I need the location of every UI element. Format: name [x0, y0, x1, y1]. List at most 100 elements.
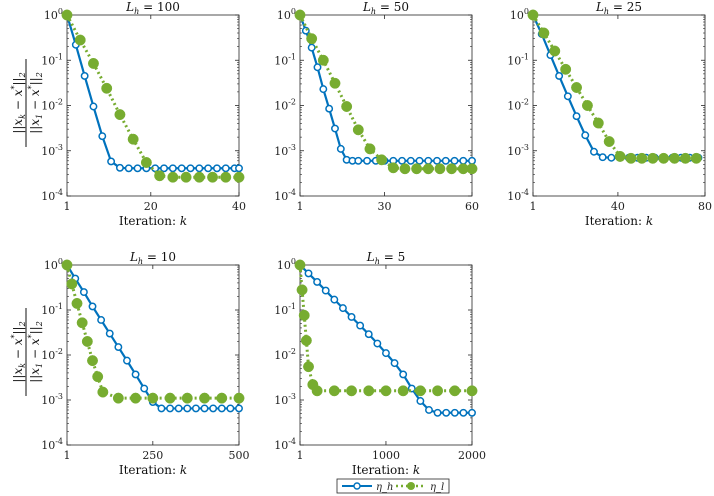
data-point: [221, 164, 230, 173]
data-point: [177, 164, 186, 173]
data-point: [356, 321, 365, 330]
data-point: [325, 104, 334, 113]
y-tick-label: 10-4: [41, 188, 63, 203]
y-tick-label: 100: [44, 7, 63, 22]
data-point: [76, 317, 88, 329]
data-point: [679, 152, 691, 164]
data-point: [328, 385, 340, 397]
data-point: [364, 330, 373, 339]
data-point: [114, 109, 126, 121]
data-point: [89, 102, 98, 111]
y-tick-label: 10-3: [41, 143, 63, 158]
data-point: [233, 171, 245, 183]
data-point: [311, 385, 323, 397]
data-point: [157, 404, 166, 413]
x-tick-label: 1000: [372, 449, 400, 462]
data-point: [193, 171, 205, 183]
data-point: [581, 131, 590, 140]
chart-panel-5: 10-4 10-3 10-2 10-1 100 1 1000 2000 Lh = 5 Iterat…: [274, 250, 486, 477]
data-point: [235, 404, 243, 413]
chart-title: Lh = 10: [129, 250, 176, 266]
data-point: [441, 156, 450, 165]
data-point: [598, 153, 607, 162]
data-point: [416, 397, 425, 405]
y-tick-label: 10-3: [507, 143, 529, 158]
data-point: [114, 343, 123, 352]
y-tick-label: 10-1: [41, 302, 63, 317]
y-tick-label: 10-4: [274, 188, 296, 203]
data-point: [468, 156, 476, 165]
data-point: [195, 164, 204, 173]
data-point: [321, 286, 330, 295]
data-point: [112, 392, 124, 404]
data-point: [571, 82, 582, 93]
data-point: [538, 27, 550, 39]
data-point: [449, 385, 461, 397]
x-tick-label: 250: [142, 449, 163, 462]
data-point: [133, 164, 142, 173]
series-line: [65, 264, 239, 400]
data-point: [411, 163, 423, 175]
y-tick-label: 10-4: [41, 437, 63, 452]
data-point: [346, 385, 357, 397]
data-point: [387, 162, 399, 174]
data-point: [107, 157, 116, 166]
data-point: [625, 152, 637, 164]
data-point: [592, 117, 604, 129]
data-point: [296, 284, 308, 296]
data-point: [397, 385, 409, 397]
chart-title: Lh = 5: [366, 250, 405, 266]
data-point: [459, 156, 468, 165]
data-point: [300, 335, 312, 346]
chart-panel-3: 10-4 10-3 10-2 10-1 100 1 40 80 Lh = 25 Iteration…: [507, 0, 712, 228]
x-axis-label: Iteration: k: [119, 463, 187, 477]
data-point: [433, 156, 441, 165]
data-point: [140, 384, 149, 393]
data-point: [97, 316, 106, 324]
data-point: [212, 164, 221, 173]
series-eta-h: [296, 11, 476, 165]
data-point: [92, 371, 104, 383]
x-axis-label: Iteration: k: [119, 214, 187, 228]
data-point: [614, 150, 626, 162]
data-point: [433, 408, 442, 417]
x-tick-label: 1: [297, 449, 304, 462]
data-point: [560, 63, 572, 75]
chart-title: Lh = 50: [362, 0, 409, 16]
data-point: [226, 404, 235, 413]
plot-area: [532, 14, 706, 197]
data-point: [669, 152, 680, 164]
series-eta-l: [294, 9, 478, 175]
data-point: [690, 152, 702, 164]
data-point: [399, 163, 411, 175]
data-point: [636, 152, 648, 164]
ylabel-bottom: ||xk − x*||2 ||x1 − x*||2: [10, 308, 44, 396]
y-tick-label: 100: [277, 257, 296, 272]
y-tick-label: 10-2: [274, 98, 296, 113]
data-point: [313, 278, 322, 286]
ylabel-numerator: ||xk − x*||2: [10, 321, 27, 382]
data-point: [199, 392, 210, 404]
data-point: [338, 304, 347, 313]
data-point: [294, 9, 306, 21]
y-tick-label: 100: [44, 257, 63, 272]
data-point: [607, 153, 616, 162]
data-point: [79, 288, 88, 297]
series-eta-l: [527, 9, 702, 164]
y-tick-label: 10-3: [41, 392, 63, 407]
data-point: [581, 100, 593, 111]
x-tick-label: 1: [530, 200, 537, 213]
data-point: [183, 404, 192, 413]
data-point: [191, 404, 200, 413]
chart-panel-2: 10-4 10-3 10-2 10-1 100 1 30 60 Lh = 50: [274, 0, 479, 213]
data-point: [127, 133, 139, 145]
data-point: [555, 71, 564, 80]
series-eta-h: [63, 11, 243, 173]
data-point: [330, 295, 339, 304]
data-point: [101, 82, 113, 94]
data-point: [88, 57, 99, 69]
data-point: [74, 34, 86, 46]
data-point: [164, 392, 176, 404]
x-tick-label: 30: [378, 200, 392, 213]
data-point: [380, 385, 392, 397]
